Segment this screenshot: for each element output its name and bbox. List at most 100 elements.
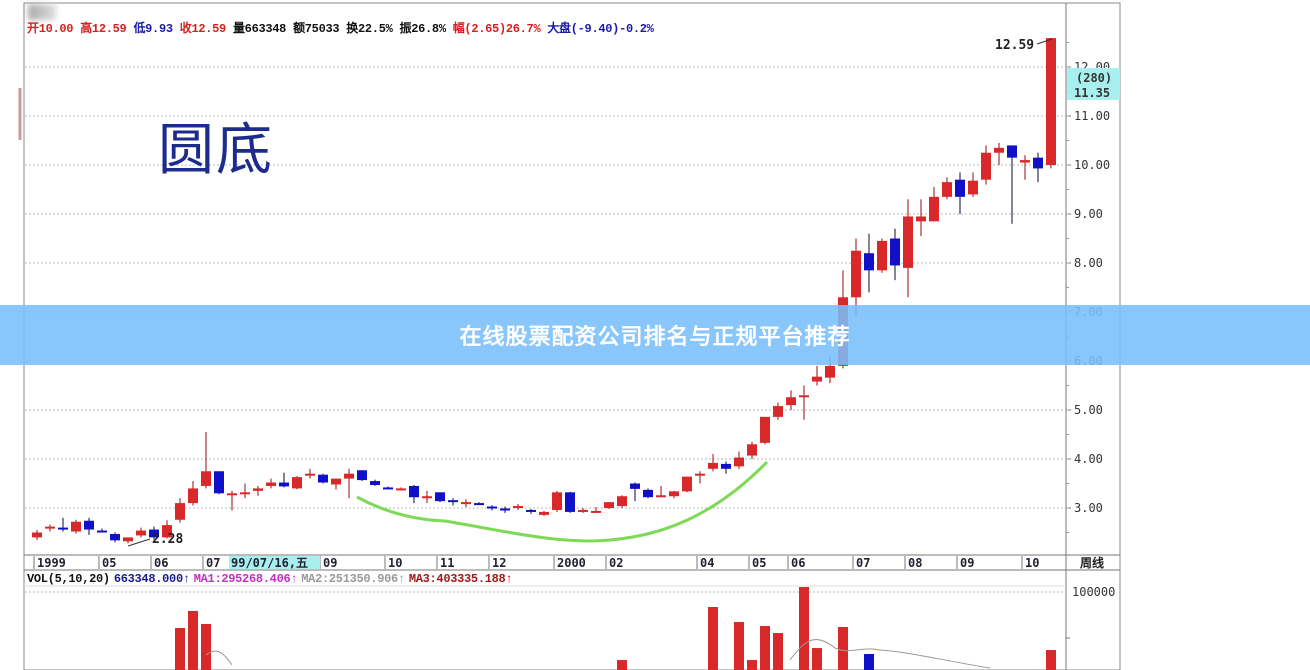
- candle-up: [396, 487, 406, 491]
- candle-up: [513, 504, 523, 510]
- candle-body: [968, 180, 978, 195]
- candle-up: [188, 481, 198, 506]
- candle-down: [864, 233, 874, 293]
- candle-up: [45, 524, 55, 532]
- amplitude-value: 振26.8%: [399, 22, 447, 36]
- price-tick-label: 3.00: [1074, 501, 1103, 515]
- candle-up: [175, 498, 185, 523]
- candle-body: [318, 474, 328, 483]
- candle-down: [955, 172, 965, 214]
- candle-body: [617, 496, 627, 507]
- volume-bar: [708, 607, 718, 670]
- volume-bar: [175, 627, 185, 670]
- candle-down: [1007, 145, 1017, 224]
- candle-up: [799, 385, 809, 420]
- period-label[interactable]: 周线: [1080, 555, 1104, 570]
- time-tick-label: 02: [609, 556, 623, 570]
- candle-body: [279, 482, 289, 487]
- candle-body: [695, 473, 705, 476]
- candle-down: [409, 484, 419, 504]
- blurred-stock-name: [28, 4, 56, 20]
- candle-body: [305, 473, 315, 476]
- rounding-bottom-curve: [356, 460, 769, 543]
- volume-ma1: MA1:295268.406↑: [193, 572, 298, 586]
- candle-body: [84, 520, 94, 530]
- banner-text: 在线股票配资公司排名与正规平台推荐: [459, 325, 851, 350]
- time-tick-label: 06: [154, 556, 168, 570]
- turnover-value: 换22.5%: [346, 22, 393, 36]
- candle-up: [1020, 155, 1030, 180]
- candle-body: [565, 492, 575, 512]
- candle-up: [929, 187, 939, 222]
- candle-body: [344, 473, 354, 479]
- amount-value: 额75033: [293, 22, 340, 36]
- candle-body: [227, 493, 237, 496]
- candle-body: [643, 489, 653, 498]
- candle-body: [110, 533, 120, 541]
- candle-up: [708, 454, 718, 472]
- candle-body: [448, 500, 458, 503]
- candle-up: [71, 519, 81, 534]
- candle-down: [110, 532, 120, 543]
- candle-body: [123, 537, 133, 542]
- candle-down: [721, 461, 731, 474]
- candle-up: [591, 507, 601, 513]
- time-tick-label: 08: [908, 556, 922, 570]
- price-marker-box: [1067, 68, 1120, 100]
- cursor-date: 99/07/16,五: [231, 556, 308, 570]
- candle-body: [877, 240, 887, 271]
- time-tick-label: 1999: [37, 556, 66, 570]
- candle-down: [435, 492, 445, 503]
- candle-body: [487, 506, 497, 509]
- candle-body: [825, 365, 835, 378]
- candle-down: [565, 491, 575, 513]
- candle-up: [604, 502, 614, 509]
- candle-down: [643, 488, 653, 499]
- time-tick-label: 10: [1025, 556, 1039, 570]
- volume-tick-label: 100000: [1072, 585, 1115, 599]
- price-tick-label: 11.00: [1074, 109, 1110, 123]
- volume-bar: [747, 660, 757, 670]
- candle-down: [1033, 152, 1043, 183]
- candle-up: [747, 441, 757, 459]
- market-value: 大盘(-9.40)-0.2%: [547, 22, 654, 36]
- candle-body: [188, 488, 198, 504]
- candle-body: [747, 444, 757, 456]
- volume-ma-line: [205, 638, 991, 669]
- candle-down: [84, 517, 94, 535]
- candle-up: [539, 510, 549, 516]
- candle-body: [162, 525, 172, 538]
- price-tick-label: 9.00: [1074, 207, 1103, 221]
- candle-body: [32, 532, 42, 538]
- overlay-banner[interactable]: 在线股票配资公司排名与正规平台推荐: [0, 305, 1310, 365]
- candle-up: [734, 451, 744, 469]
- candle-body: [370, 481, 380, 485]
- candle-up: [968, 172, 978, 197]
- candle-body: [578, 509, 588, 512]
- candle-up: [331, 478, 341, 490]
- candle-body: [240, 492, 250, 495]
- candle-up: [981, 145, 991, 185]
- candle-up: [851, 238, 861, 317]
- volume-bar: [734, 622, 744, 670]
- candle-body: [292, 477, 302, 489]
- candle-body: [929, 196, 939, 222]
- candle-body: [799, 395, 809, 398]
- candle-down: [318, 473, 328, 484]
- candle-body: [630, 483, 640, 489]
- candle-down: [214, 471, 224, 495]
- volume-bar: [201, 623, 211, 670]
- candle-up: [136, 527, 146, 538]
- price-marker-count: (280): [1076, 71, 1112, 85]
- candle-body: [851, 250, 861, 298]
- candle-body: [253, 488, 263, 491]
- candle-up: [552, 490, 562, 512]
- candle-up: [877, 238, 887, 273]
- candle-up: [994, 142, 1004, 165]
- low-label: 2.28: [152, 532, 183, 547]
- candle-body: [916, 216, 926, 222]
- volume-bar: [838, 626, 848, 670]
- candle-body: [474, 503, 484, 506]
- time-tick-label: 2000: [557, 556, 586, 570]
- candle-down: [149, 526, 159, 540]
